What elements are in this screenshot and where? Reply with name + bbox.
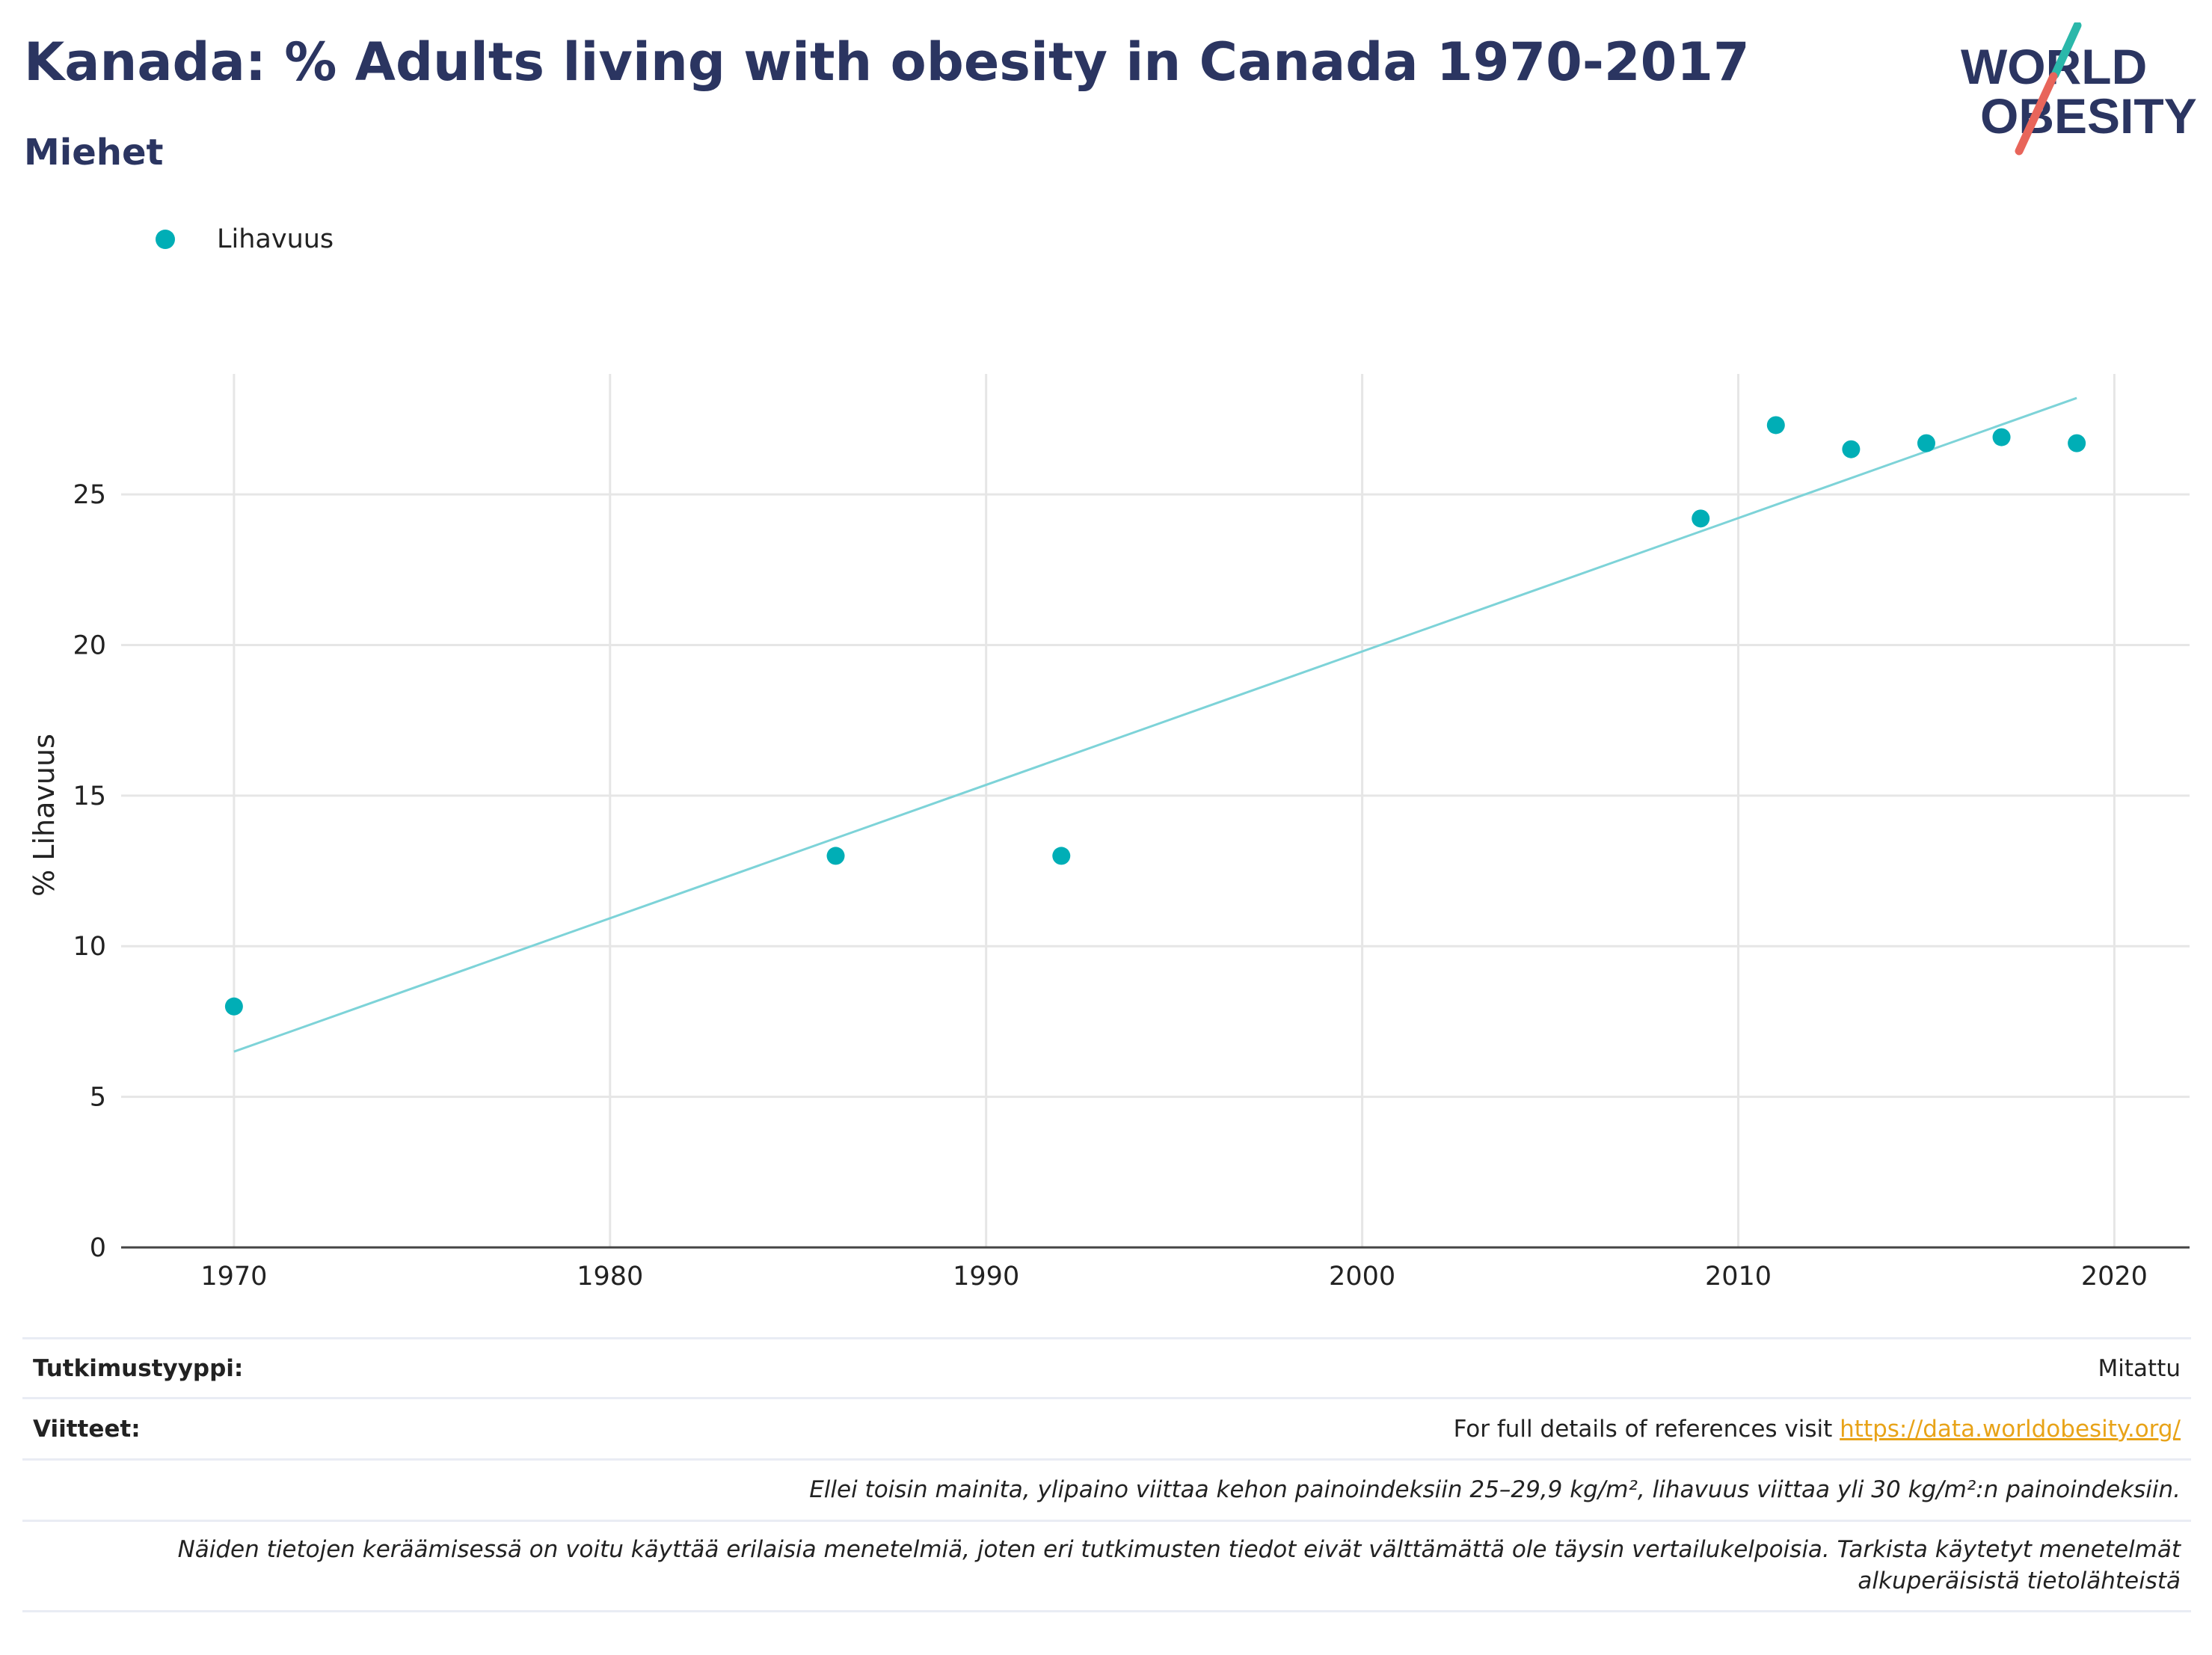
data-point xyxy=(1992,428,2011,446)
study-type-label: Tutkimustyyppi: xyxy=(33,1354,244,1382)
data-points xyxy=(224,416,2086,1016)
chart-subtitle: Miehet xyxy=(24,132,164,174)
footer-row-note-methods: Näiden tietojen keräämisessä on voitu kä… xyxy=(22,1520,2191,1612)
x-tick-label: 2010 xyxy=(1705,1262,1772,1286)
legend[interactable]: Lihavuus xyxy=(156,224,334,254)
chart-title: Kanada: % Adults living with obesity in … xyxy=(24,31,1750,93)
trendline xyxy=(233,396,2077,1053)
y-tick-label: 25 xyxy=(73,480,106,510)
logo-slash-red xyxy=(2015,72,2058,156)
study-type-value: Mitattu xyxy=(2098,1354,2181,1382)
references-text: For full details of references visit xyxy=(1453,1415,1840,1443)
y-tick-label: 5 xyxy=(90,1083,106,1113)
data-point xyxy=(1917,434,1935,452)
logo-word-obesity: OBESITY xyxy=(1980,88,2197,144)
x-tick-label: 2020 xyxy=(2081,1262,2148,1286)
y-axis-label: % Lihavuus xyxy=(28,734,61,897)
data-point xyxy=(1766,416,1785,435)
trendline-layer xyxy=(233,396,2077,1053)
logo-word-world: WORLD xyxy=(1961,39,2147,94)
data-point xyxy=(1842,440,1861,458)
data-point xyxy=(826,847,845,865)
y-tick-label: 20 xyxy=(73,630,106,660)
footer-info-table: Tutkimustyyppi: Mitattu Viitteet: For fu… xyxy=(22,1337,2191,1612)
scatter-chart: 1970 1980 1990 2000 2010 2020 0 5 10 15 20 25 % Lih… xyxy=(28,374,2190,1286)
axes: 1970 1980 1990 2000 2010 2020 0 5 10 15 20 25 xyxy=(73,480,2190,1286)
x-tick-label: 1970 xyxy=(200,1262,267,1286)
world-obesity-logo[interactable]: WORLD OBESITY xyxy=(1950,22,2197,157)
legend-label: Lihavuus xyxy=(217,224,334,254)
legend-marker xyxy=(156,230,175,249)
data-point xyxy=(1692,509,1710,528)
y-tick-label: 10 xyxy=(73,932,106,962)
logo-slash-teal xyxy=(2050,22,2082,79)
data-point xyxy=(224,997,243,1016)
references-text-wrap: For full details of references visit htt… xyxy=(1454,1416,2181,1443)
y-tick-label: 15 xyxy=(73,782,106,811)
y-tick-label: 0 xyxy=(90,1233,106,1263)
x-tick-label: 1990 xyxy=(953,1262,1019,1286)
x-tick-label: 2000 xyxy=(1329,1262,1395,1286)
grid-lines xyxy=(121,374,2190,1247)
references-link[interactable]: https://data.worldobesity.org/ xyxy=(1840,1415,2181,1443)
x-tick-label: 1980 xyxy=(577,1262,643,1286)
footer-row-note-definition: Ellei toisin mainita, ylipaino viittaa k… xyxy=(22,1458,2191,1520)
data-point xyxy=(2068,434,2086,452)
references-label: Viitteet: xyxy=(33,1415,141,1443)
methods-note-line-1: Näiden tietojen keräämisessä on voitu kä… xyxy=(177,1536,2181,1564)
methods-note: Näiden tietojen keräämisessä on voitu kä… xyxy=(178,1535,2181,1597)
methods-note-line-2: alkuperäisistä tietolähteistä xyxy=(1858,1568,2181,1594)
definition-note: Ellei toisin mainita, ylipaino viittaa k… xyxy=(809,1476,2181,1503)
data-point xyxy=(1052,847,1071,865)
footer-row-references: Viitteet: For full details of references… xyxy=(22,1397,2191,1458)
footer-row-study-type: Tutkimustyyppi: Mitattu xyxy=(22,1337,2191,1397)
